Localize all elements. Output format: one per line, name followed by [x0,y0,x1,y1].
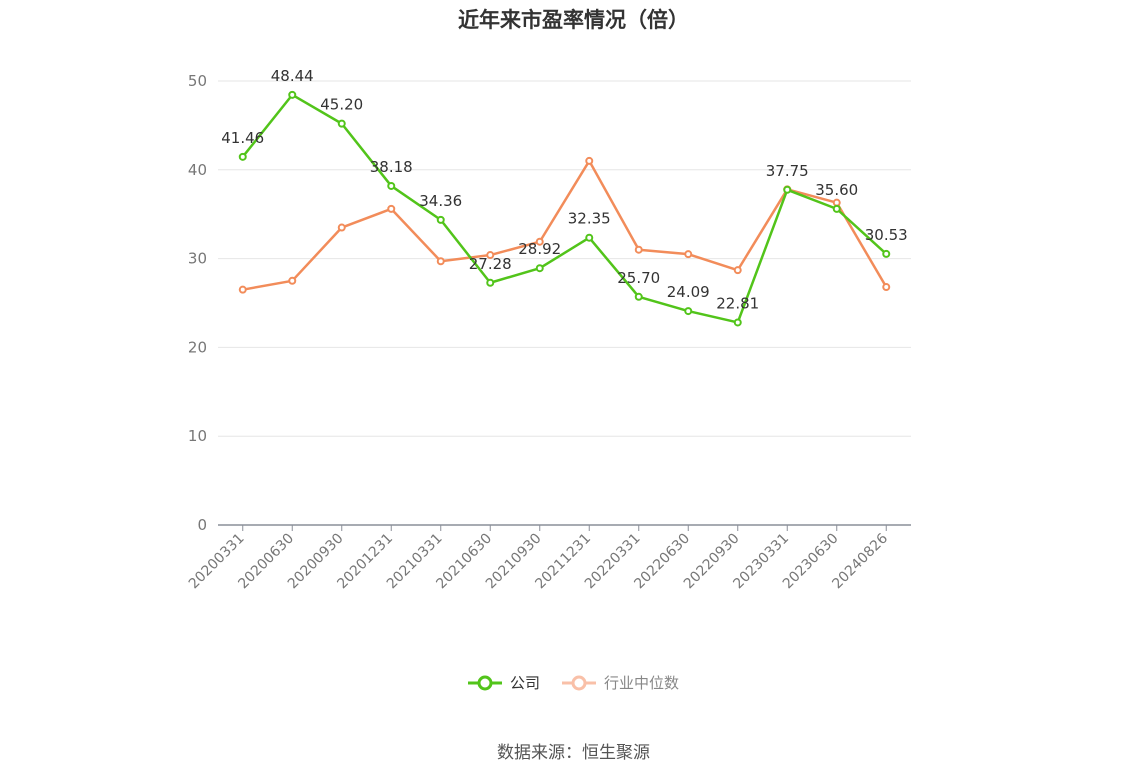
data-label: 30.53 [865,226,908,244]
legend-item-company[interactable]: 公司 [467,672,540,693]
grid-layer [218,80,911,437]
data-point [585,156,594,165]
data-point [288,90,297,99]
data-point [783,185,792,194]
legend-label-company: 公司 [509,674,540,692]
data-point [634,292,643,301]
data-label: 24.09 [667,283,710,301]
data-label: 25.70 [617,269,660,287]
data-point [337,119,346,128]
data-point [535,264,544,273]
data-point [634,245,643,254]
data-point [436,257,445,266]
data-point [882,283,891,292]
y-tick-label: 50 [188,72,207,90]
chart-title: 近年来市盈率情况（倍） [458,8,689,32]
data-point [337,223,346,232]
y-tick-label: 30 [188,250,207,268]
data-point [733,266,742,275]
data-point [486,278,495,287]
data-label: 28.92 [518,240,561,258]
legend-label-industry-median: 行业中位数 [604,674,680,692]
data-point [832,204,841,213]
data-label: 27.28 [469,255,512,273]
data-point [238,285,247,294]
data-label: 34.36 [419,192,462,210]
y-tick-label: 40 [188,161,207,179]
data-point [585,233,594,242]
series-layer [238,90,891,327]
legend: 公司 行业中位数 [0,672,1147,693]
legend-marker-company [467,675,502,690]
data-point [832,198,841,207]
data-label: 35.60 [815,181,858,199]
y-tick-label: 20 [188,338,207,356]
data-point [486,251,495,260]
data-point [684,307,693,316]
data-label: 38.18 [370,158,413,176]
data-point [387,204,396,213]
y-tick-label: 0 [197,516,207,534]
data-label: 37.75 [766,162,809,180]
data-label: 41.46 [221,129,264,147]
y-tick-label: 10 [188,427,207,445]
data-label: 48.44 [271,67,314,85]
data-point [733,318,742,327]
data-point [288,276,297,285]
series-line-industry-median [242,159,888,291]
data-point [882,249,891,258]
label-layer: 41.46 48.44 45.20 38.18 34.36 27.28 28.92 32.35… [221,67,907,313]
legend-marker-industry-median [562,675,596,690]
series-line-company [241,93,888,324]
legend-item-industry-median[interactable]: 行业中位数 [562,672,679,693]
data-label: 32.35 [568,210,611,228]
data-label: 22.81 [716,294,759,312]
data-point [387,181,396,190]
data-point [238,152,247,161]
data-point [684,250,693,259]
data-point [535,237,544,246]
data-label: 45.20 [320,96,363,114]
axis-layer: 0102030405020200331202006302020093020201… [186,72,911,592]
source-note: 数据来源：恒生聚源 [497,743,650,763]
data-point [436,215,445,224]
